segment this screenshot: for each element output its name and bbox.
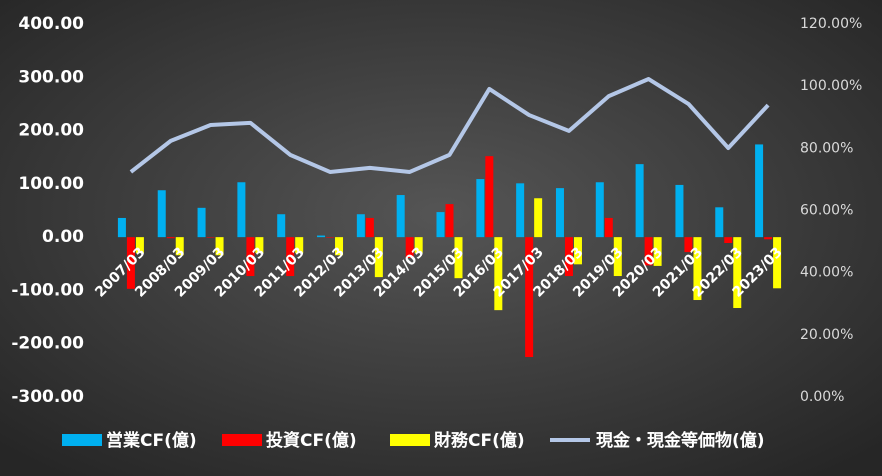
legend-swatch — [390, 434, 430, 446]
bar — [356, 214, 365, 238]
bar — [564, 237, 573, 277]
y-tick-label: 400.00 — [18, 14, 84, 34]
bar — [693, 237, 702, 301]
y-tick-label: 200.00 — [18, 121, 84, 141]
bar — [414, 237, 423, 254]
y-tick-label: 0.00 — [42, 227, 84, 247]
bar — [534, 198, 543, 238]
bar — [604, 217, 613, 238]
bar — [335, 237, 344, 256]
bar — [157, 190, 166, 238]
y2-tick-label: 120.00% — [800, 16, 862, 32]
y-tick-label: -300.00 — [11, 387, 84, 407]
bar — [644, 237, 653, 266]
bar — [525, 237, 534, 358]
bar — [494, 237, 503, 311]
bar — [166, 237, 175, 239]
bar — [317, 235, 326, 238]
legend-item: 財務CF(億) — [390, 430, 525, 451]
bar — [135, 237, 144, 254]
line — [129, 77, 770, 174]
y2-tick-label: 80.00% — [800, 140, 853, 156]
y2-tick-label: 60.00% — [800, 203, 853, 219]
legend-item: 現金・現金等価物(億) — [550, 430, 765, 451]
legend-label: 財務CF(億) — [433, 430, 525, 451]
bar — [733, 237, 742, 309]
bar — [396, 195, 405, 238]
bar — [295, 237, 304, 254]
bar — [286, 237, 295, 277]
bar — [237, 182, 246, 238]
bar — [773, 237, 782, 289]
legend-label: 投資CF(億) — [266, 430, 357, 451]
y-tick-label: 100.00 — [18, 174, 84, 194]
bar — [277, 214, 286, 238]
bar — [126, 237, 135, 289]
bar — [573, 237, 582, 265]
bar — [595, 182, 604, 238]
bar — [476, 179, 485, 238]
bar — [613, 237, 622, 277]
bar — [454, 237, 463, 279]
y-tick-label: 300.00 — [18, 67, 84, 87]
bar — [684, 237, 693, 253]
bar — [405, 237, 414, 258]
bar — [215, 237, 224, 256]
legend-swatch — [222, 434, 262, 446]
bar — [653, 237, 662, 266]
bar — [715, 207, 724, 238]
bar — [255, 237, 264, 254]
y-tick-label: -200.00 — [11, 334, 84, 354]
bar — [436, 212, 445, 238]
bar — [675, 184, 684, 238]
bar — [485, 156, 494, 238]
legend-swatch — [62, 434, 102, 446]
bar — [764, 237, 773, 240]
bar — [206, 237, 215, 238]
legend-label: 現金・現金等価物(億) — [596, 430, 765, 451]
bar — [175, 237, 184, 256]
bar — [365, 217, 374, 238]
y-tick-label: -100.00 — [11, 280, 84, 300]
y2-tick-label: 40.00% — [800, 265, 853, 281]
y2-tick-label: 0.00% — [800, 389, 844, 405]
legend-label: 営業CF(億) — [106, 430, 197, 451]
bar — [197, 207, 206, 238]
bar — [117, 217, 126, 238]
bar — [516, 183, 525, 238]
bar — [374, 237, 383, 278]
bar — [755, 144, 764, 238]
bar — [555, 188, 564, 238]
y2-tick-label: 20.00% — [800, 327, 853, 343]
bar — [724, 237, 733, 244]
bar — [246, 237, 255, 277]
bar — [445, 204, 454, 238]
legend-item: 投資CF(億) — [222, 430, 357, 451]
bar — [635, 164, 644, 238]
legend-item: 営業CF(億) — [62, 430, 197, 451]
bar — [326, 237, 335, 238]
y2-tick-label: 100.00% — [800, 78, 862, 94]
